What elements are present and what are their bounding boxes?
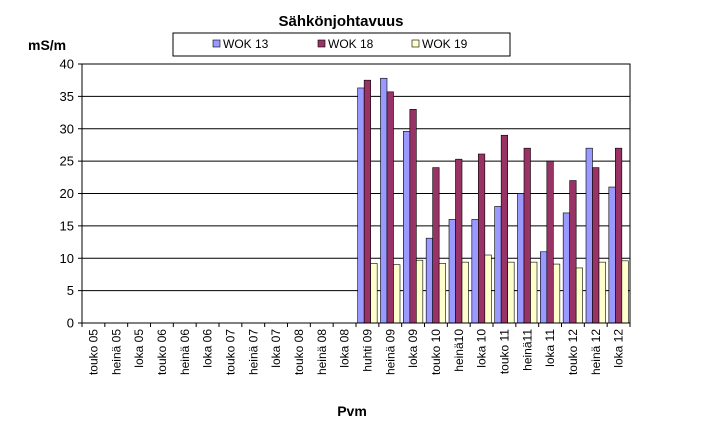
bar-wok-13-20: [540, 251, 548, 324]
bar-wok-13-17: [471, 219, 479, 324]
bar-wok-13-13: [380, 77, 388, 324]
x-tick-label: loka 05: [132, 329, 146, 368]
y-tick-label: 30: [60, 121, 74, 136]
y-tick-label: 25: [60, 154, 74, 169]
bar-wok-19-18: [507, 261, 515, 324]
y-tick-label: 20: [60, 186, 74, 201]
x-tick-label: touko 11: [497, 329, 511, 374]
bar-wok-18-19: [523, 147, 531, 324]
y-tick-label: 40: [60, 57, 74, 72]
x-tick-label: loka 12: [612, 329, 626, 368]
bar-wok-18-18: [500, 134, 508, 324]
x-tick-label: loka 07: [269, 329, 283, 368]
y-tick-label: 15: [60, 218, 74, 233]
bar-wok-13-22: [585, 147, 593, 324]
legend-swatch-wok-13: [212, 39, 221, 48]
x-tick-label: heinä10: [452, 329, 466, 372]
bar-wok-13-18: [494, 206, 502, 324]
x-tick-label: loka 09: [406, 329, 420, 368]
x-tick-label: loka 11: [543, 329, 557, 367]
bar-wok-19-20: [553, 263, 561, 324]
legend-swatch-wok-18: [317, 39, 326, 48]
bar-wok-19-23: [621, 260, 629, 324]
y-tick-label: 35: [60, 89, 74, 104]
x-tick-label: heinä 05: [109, 329, 123, 375]
bar-wok-13-12: [357, 87, 365, 324]
x-tick-label: loka 10: [475, 329, 489, 368]
gridlines: [82, 95, 630, 292]
legend-label: WOK 13: [223, 37, 269, 51]
bar-wok-19-22: [598, 261, 606, 324]
bar-wok-13-15: [425, 237, 433, 324]
bar-wok-19-12: [370, 263, 378, 324]
x-tick-label: loka 06: [201, 329, 215, 368]
y-tick-label: 10: [60, 251, 74, 266]
legend-swatch-wok-19: [411, 39, 420, 48]
bar-wok-18-16: [455, 158, 463, 324]
x-axis-ticks: touko 05 heinä 05 loka 05 touko 06 heinä 06 l…: [81, 323, 631, 375]
bar-wok-18-22: [592, 167, 600, 324]
x-tick-label: touko 12: [566, 329, 580, 375]
bar-wok-19-15: [438, 263, 446, 324]
x-tick-label: heinä 12: [589, 329, 603, 375]
x-tick-label: huhti 09: [360, 329, 374, 372]
x-tick-label: loka 08: [338, 329, 352, 368]
bar-wok-19-14: [416, 259, 424, 324]
x-tick-label: touko 06: [155, 329, 169, 375]
bar-wok-19-21: [575, 267, 583, 324]
bar-wok-13-23: [608, 186, 616, 324]
x-tick-label: heinä 09: [383, 329, 397, 375]
legend-box: [172, 32, 511, 57]
legend-label: WOK 18: [328, 37, 374, 51]
x-tick-label: touko 05: [86, 329, 100, 375]
x-axis-label: Pvm: [337, 403, 367, 419]
bar-wok-13-14: [403, 131, 411, 324]
bar-wok-18-14: [409, 109, 417, 324]
bar-wok-18-21: [569, 180, 577, 324]
x-tick-label: heinä 07: [246, 329, 260, 375]
bar-wok-13-21: [562, 212, 570, 324]
plot-area-frame: [81, 63, 631, 324]
bar-wok-18-12: [363, 79, 371, 324]
x-tick-label: touko 07: [223, 329, 237, 375]
bar-wok-18-17: [478, 153, 486, 324]
x-tick-label: touko 10: [429, 329, 443, 375]
y-axis-ticks: 0 5 10 15 20 25 30 35 40: [60, 57, 82, 331]
x-tick-label: touko 08: [292, 329, 306, 375]
chart-title: Sähkönjohtavuus: [278, 13, 403, 30]
bar-wok-19-19: [530, 261, 538, 324]
bar-wok-18-15: [432, 167, 440, 324]
y-tick-label: 5: [67, 283, 74, 298]
bar-wok-18-20: [546, 160, 554, 324]
bars: [357, 77, 629, 324]
x-tick-label: heinä 08: [315, 329, 329, 375]
bar-wok-19-17: [484, 254, 492, 324]
bar-wok-18-23: [615, 147, 623, 324]
bar-wok-19-13: [393, 264, 401, 324]
bar-wok-19-16: [461, 261, 469, 324]
x-tick-label: heinä 06: [178, 329, 192, 375]
y-tick-label: 0: [67, 316, 74, 331]
legend-label: WOK 19: [422, 37, 468, 51]
bar-wok-13-19: [517, 193, 525, 324]
bar-wok-13-16: [448, 219, 456, 324]
legend: WOK 13 WOK 18 WOK 19: [172, 32, 511, 57]
bar-wok-18-13: [386, 91, 394, 324]
y-axis-label: mS/m: [28, 37, 66, 53]
x-tick-label: heinä11: [520, 329, 534, 371]
